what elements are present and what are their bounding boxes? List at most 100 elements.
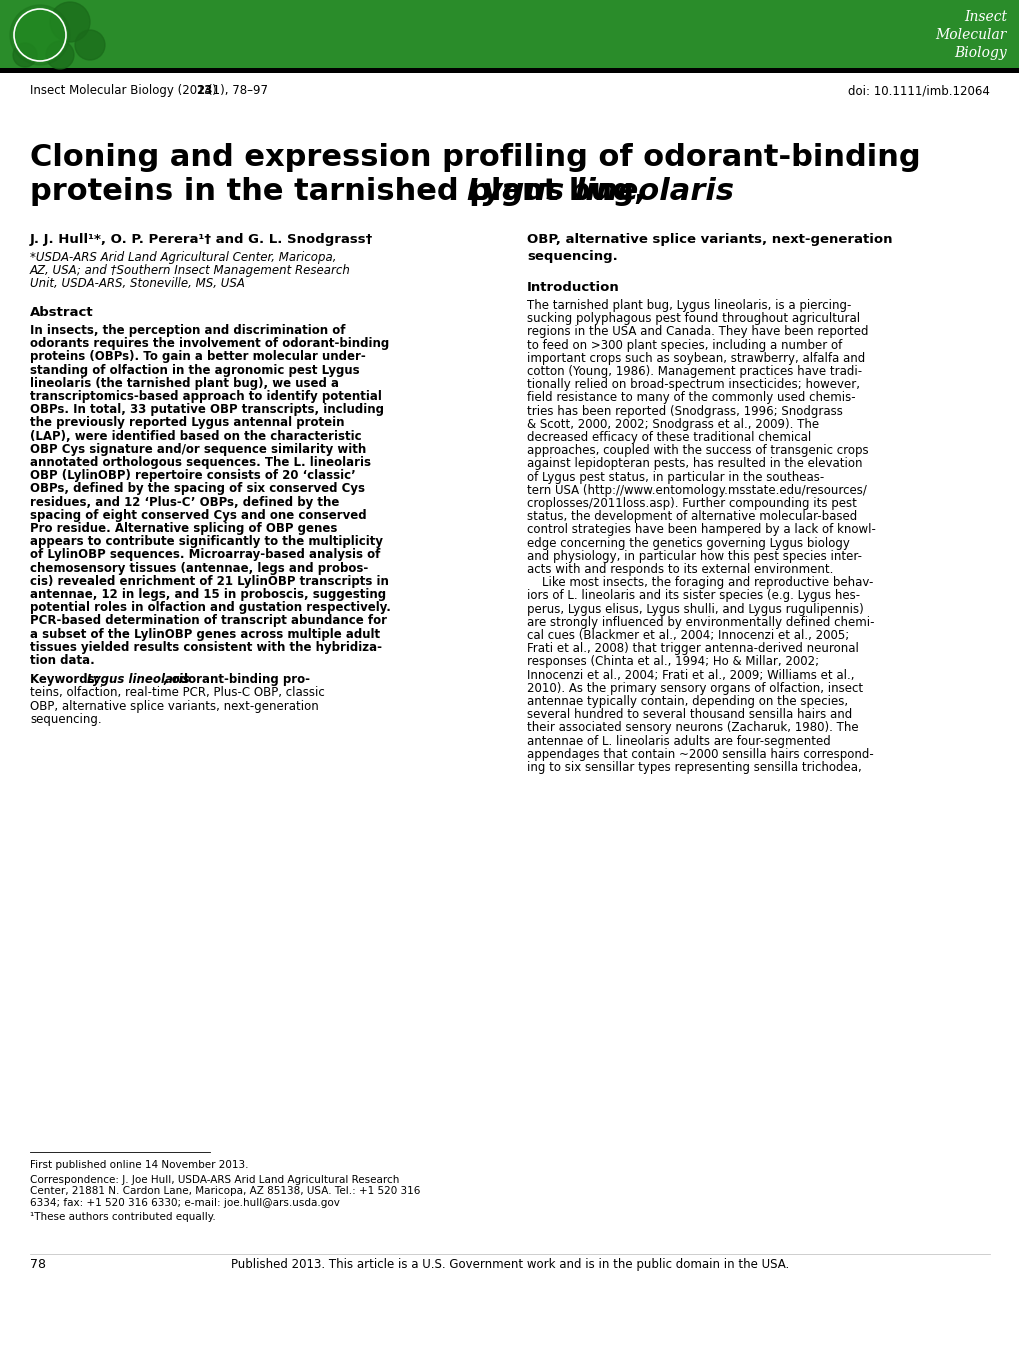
Text: Cloning and expression profiling of odorant-binding: Cloning and expression profiling of odor… bbox=[30, 143, 920, 171]
Text: Abstract: Abstract bbox=[30, 306, 94, 320]
Text: a subset of the LylinOBP genes across multiple adult: a subset of the LylinOBP genes across mu… bbox=[30, 627, 380, 641]
Text: 6334; fax: +1 520 316 6330; e-mail: joe.hull@ars.usda.gov: 6334; fax: +1 520 316 6330; e-mail: joe.… bbox=[30, 1198, 339, 1208]
Text: Introduction: Introduction bbox=[527, 282, 620, 294]
Text: tionally relied on broad-spectrum insecticides; however,: tionally relied on broad-spectrum insect… bbox=[527, 378, 859, 392]
Text: Keywords:: Keywords: bbox=[30, 673, 104, 687]
Text: edge concerning the genetics governing Lygus biology: edge concerning the genetics governing L… bbox=[527, 537, 849, 549]
Text: The tarnished plant bug, Lygus lineolaris, is a piercing-: The tarnished plant bug, Lygus lineolari… bbox=[527, 299, 851, 311]
Text: against lepidopteran pests, has resulted in the elevation: against lepidopteran pests, has resulted… bbox=[527, 457, 862, 471]
Text: ¹These authors contributed equally.: ¹These authors contributed equally. bbox=[30, 1213, 216, 1223]
Text: Lygus lineolaris: Lygus lineolaris bbox=[87, 673, 190, 687]
Text: In insects, the perception and discrimination of: In insects, the perception and discrimin… bbox=[30, 324, 345, 337]
Text: OBP, alternative splice variants, next-generation: OBP, alternative splice variants, next-g… bbox=[527, 233, 892, 246]
Text: regions in the USA and Canada. They have been reported: regions in the USA and Canada. They have… bbox=[527, 325, 867, 339]
Text: to feed on >300 plant species, including a number of: to feed on >300 plant species, including… bbox=[527, 339, 842, 352]
Text: potential roles in olfaction and gustation respectively.: potential roles in olfaction and gustati… bbox=[30, 601, 390, 615]
Circle shape bbox=[50, 1, 90, 42]
Text: 23: 23 bbox=[196, 84, 212, 97]
Text: Published 2013. This article is a U.S. Government work and is in the public doma: Published 2013. This article is a U.S. G… bbox=[230, 1258, 789, 1272]
Text: important crops such as soybean, strawberry, alfalfa and: important crops such as soybean, strawbe… bbox=[527, 352, 864, 364]
Text: *USDA-ARS Arid Land Agricultural Center, Maricopa,: *USDA-ARS Arid Land Agricultural Center,… bbox=[30, 252, 336, 264]
Text: (1), 78–97: (1), 78–97 bbox=[208, 84, 268, 97]
Text: appears to contribute significantly to the multiplicity: appears to contribute significantly to t… bbox=[30, 536, 382, 548]
Text: J. J. Hull¹*, O. P. Perera¹† and G. L. Snodgrass†: J. J. Hull¹*, O. P. Perera¹† and G. L. S… bbox=[30, 233, 373, 246]
Text: Biology: Biology bbox=[954, 46, 1006, 60]
Text: odorants requires the involvement of odorant-binding: odorants requires the involvement of odo… bbox=[30, 337, 389, 351]
Text: teins, olfaction, real-time PCR, Plus-C OBP, classic: teins, olfaction, real-time PCR, Plus-C … bbox=[30, 687, 324, 699]
Bar bbox=[0, 68, 1019, 73]
Text: approaches, coupled with the success of transgenic crops: approaches, coupled with the success of … bbox=[527, 445, 868, 457]
Text: lineolaris (the tarnished plant bug), we used a: lineolaris (the tarnished plant bug), we… bbox=[30, 377, 338, 390]
Text: , odorant-binding pro-: , odorant-binding pro- bbox=[163, 673, 310, 687]
Text: Correspondence: J. Joe Hull, USDA-ARS Arid Land Agricultural Research: Correspondence: J. Joe Hull, USDA-ARS Ar… bbox=[30, 1175, 399, 1185]
Text: Innocenzi et al., 2004; Frati et al., 2009; Williams et al.,: Innocenzi et al., 2004; Frati et al., 20… bbox=[527, 669, 854, 681]
Text: status, the development of alternative molecular-based: status, the development of alternative m… bbox=[527, 510, 856, 524]
Text: (LAP), were identified based on the characteristic: (LAP), were identified based on the char… bbox=[30, 430, 362, 442]
Text: residues, and 12 ‘Plus-C’ OBPs, defined by the: residues, and 12 ‘Plus-C’ OBPs, defined … bbox=[30, 495, 339, 509]
Text: iors of L. lineolaris and its sister species (e.g. Lygus hes-: iors of L. lineolaris and its sister spe… bbox=[527, 589, 859, 602]
Text: Lygus lineolaris: Lygus lineolaris bbox=[467, 177, 734, 205]
Text: antennae, 12 in legs, and 15 in proboscis, suggesting: antennae, 12 in legs, and 15 in probosci… bbox=[30, 588, 386, 601]
Text: OBP, alternative splice variants, next-generation: OBP, alternative splice variants, next-g… bbox=[30, 699, 319, 713]
Text: OBPs. In total, 33 putative OBP transcripts, including: OBPs. In total, 33 putative OBP transcri… bbox=[30, 403, 383, 416]
Text: spacing of eight conserved Cys and one conserved: spacing of eight conserved Cys and one c… bbox=[30, 509, 366, 522]
Text: control strategies have been hampered by a lack of knowl-: control strategies have been hampered by… bbox=[527, 524, 875, 536]
Circle shape bbox=[75, 30, 105, 60]
Text: OBP (LylinOBP) repertoire consists of 20 ‘classic’: OBP (LylinOBP) repertoire consists of 20… bbox=[30, 469, 356, 483]
Text: Pro residue. Alternative splicing of OBP genes: Pro residue. Alternative splicing of OBP… bbox=[30, 522, 337, 534]
Text: croplosses/2011loss.asp). Further compounding its pest: croplosses/2011loss.asp). Further compou… bbox=[527, 496, 856, 510]
Text: Insect: Insect bbox=[963, 10, 1006, 24]
Text: antennae of L. lineolaris adults are four-segmented: antennae of L. lineolaris adults are fou… bbox=[527, 734, 829, 748]
Text: field resistance to many of the commonly used chemis-: field resistance to many of the commonly… bbox=[527, 392, 855, 404]
Text: cotton (Young, 1986). Management practices have tradi-: cotton (Young, 1986). Management practic… bbox=[527, 364, 861, 378]
Text: 2010). As the primary sensory organs of olfaction, insect: 2010). As the primary sensory organs of … bbox=[527, 681, 862, 695]
Text: of Lygus pest status, in particular in the southeas-: of Lygus pest status, in particular in t… bbox=[527, 471, 823, 484]
Text: chemosensory tissues (antennae, legs and probos-: chemosensory tissues (antennae, legs and… bbox=[30, 562, 368, 574]
Circle shape bbox=[13, 44, 37, 67]
Text: & Scott, 2000, 2002; Snodgrass et al., 2009). The: & Scott, 2000, 2002; Snodgrass et al., 2… bbox=[527, 418, 818, 431]
Text: are strongly influenced by environmentally defined chemi-: are strongly influenced by environmental… bbox=[527, 616, 873, 628]
Text: tries has been reported (Snodgrass, 1996; Snodgrass: tries has been reported (Snodgrass, 1996… bbox=[527, 405, 842, 418]
Text: appendages that contain ~2000 sensilla hairs correspond-: appendages that contain ~2000 sensilla h… bbox=[527, 748, 873, 760]
Text: cal cues (Blackmer et al., 2004; Innocenzi et al., 2005;: cal cues (Blackmer et al., 2004; Innocen… bbox=[527, 630, 849, 642]
Text: annotated orthologous sequences. The L. lineolaris: annotated orthologous sequences. The L. … bbox=[30, 456, 371, 469]
Text: Molecular: Molecular bbox=[934, 29, 1006, 42]
Text: Insect Molecular Biology (2014): Insect Molecular Biology (2014) bbox=[30, 84, 220, 97]
Text: decreased efficacy of these traditional chemical: decreased efficacy of these traditional … bbox=[527, 431, 810, 443]
Text: OBPs, defined by the spacing of six conserved Cys: OBPs, defined by the spacing of six cons… bbox=[30, 483, 365, 495]
Text: responses (Chinta et al., 1994; Ho & Millar, 2002;: responses (Chinta et al., 1994; Ho & Mil… bbox=[527, 656, 818, 668]
Text: tissues yielded results consistent with the hybridiza-: tissues yielded results consistent with … bbox=[30, 641, 382, 654]
Text: acts with and responds to its external environment.: acts with and responds to its external e… bbox=[527, 563, 833, 577]
Text: Unit, USDA-ARS, Stoneville, MS, USA: Unit, USDA-ARS, Stoneville, MS, USA bbox=[30, 277, 245, 291]
Text: proteins in the tarnished plant bug,: proteins in the tarnished plant bug, bbox=[30, 177, 655, 205]
Text: antennae typically contain, depending on the species,: antennae typically contain, depending on… bbox=[527, 695, 847, 709]
Text: their associated sensory neurons (Zacharuk, 1980). The: their associated sensory neurons (Zachar… bbox=[527, 721, 858, 734]
Text: proteins (OBPs). To gain a better molecular under-: proteins (OBPs). To gain a better molecu… bbox=[30, 351, 366, 363]
Text: and physiology, in particular how this pest species inter-: and physiology, in particular how this p… bbox=[527, 549, 861, 563]
Text: tern USA (http://www.entomology.msstate.edu/resources/: tern USA (http://www.entomology.msstate.… bbox=[527, 484, 866, 496]
Text: Frati et al., 2008) that trigger antenna-derived neuronal: Frati et al., 2008) that trigger antenna… bbox=[527, 642, 858, 656]
Text: tion data.: tion data. bbox=[30, 654, 95, 666]
Text: of LylinOBP sequences. Microarray-based analysis of: of LylinOBP sequences. Microarray-based … bbox=[30, 548, 380, 562]
Text: First published online 14 November 2013.: First published online 14 November 2013. bbox=[30, 1160, 249, 1170]
Text: PCR-based determination of transcript abundance for: PCR-based determination of transcript ab… bbox=[30, 615, 386, 627]
Text: perus, Lygus elisus, Lygus shulli, and Lygus rugulipennis): perus, Lygus elisus, Lygus shulli, and L… bbox=[527, 602, 863, 616]
Text: standing of olfaction in the agronomic pest Lygus: standing of olfaction in the agronomic p… bbox=[30, 363, 360, 377]
Bar bbox=[0, 0, 1019, 68]
Text: sucking polyphagous pest found throughout agricultural: sucking polyphagous pest found throughou… bbox=[527, 313, 859, 325]
Text: transcriptomics-based approach to identify potential: transcriptomics-based approach to identi… bbox=[30, 390, 381, 403]
Circle shape bbox=[46, 41, 74, 69]
Text: AZ, USA; and †Southern Insect Management Research: AZ, USA; and †Southern Insect Management… bbox=[30, 264, 351, 277]
Text: OBP Cys signature and/or sequence similarity with: OBP Cys signature and/or sequence simila… bbox=[30, 443, 366, 456]
Text: sequencing.: sequencing. bbox=[527, 250, 618, 262]
Circle shape bbox=[13, 8, 67, 63]
Text: 78: 78 bbox=[30, 1258, 46, 1272]
Circle shape bbox=[10, 5, 70, 65]
Text: Like most insects, the foraging and reproductive behav-: Like most insects, the foraging and repr… bbox=[527, 577, 872, 589]
Text: cis) revealed enrichment of 21 LylinOBP transcripts in: cis) revealed enrichment of 21 LylinOBP … bbox=[30, 575, 388, 588]
Text: sequencing.: sequencing. bbox=[30, 713, 102, 726]
Text: ing to six sensillar types representing sensilla trichodea,: ing to six sensillar types representing … bbox=[527, 762, 861, 774]
Text: the previously reported Lygus antennal protein: the previously reported Lygus antennal p… bbox=[30, 416, 344, 430]
Text: doi: 10.1111/imb.12064: doi: 10.1111/imb.12064 bbox=[847, 84, 989, 97]
Text: Center, 21881 N. Cardon Lane, Maricopa, AZ 85138, USA. Tel.: +1 520 316: Center, 21881 N. Cardon Lane, Maricopa, … bbox=[30, 1186, 420, 1197]
